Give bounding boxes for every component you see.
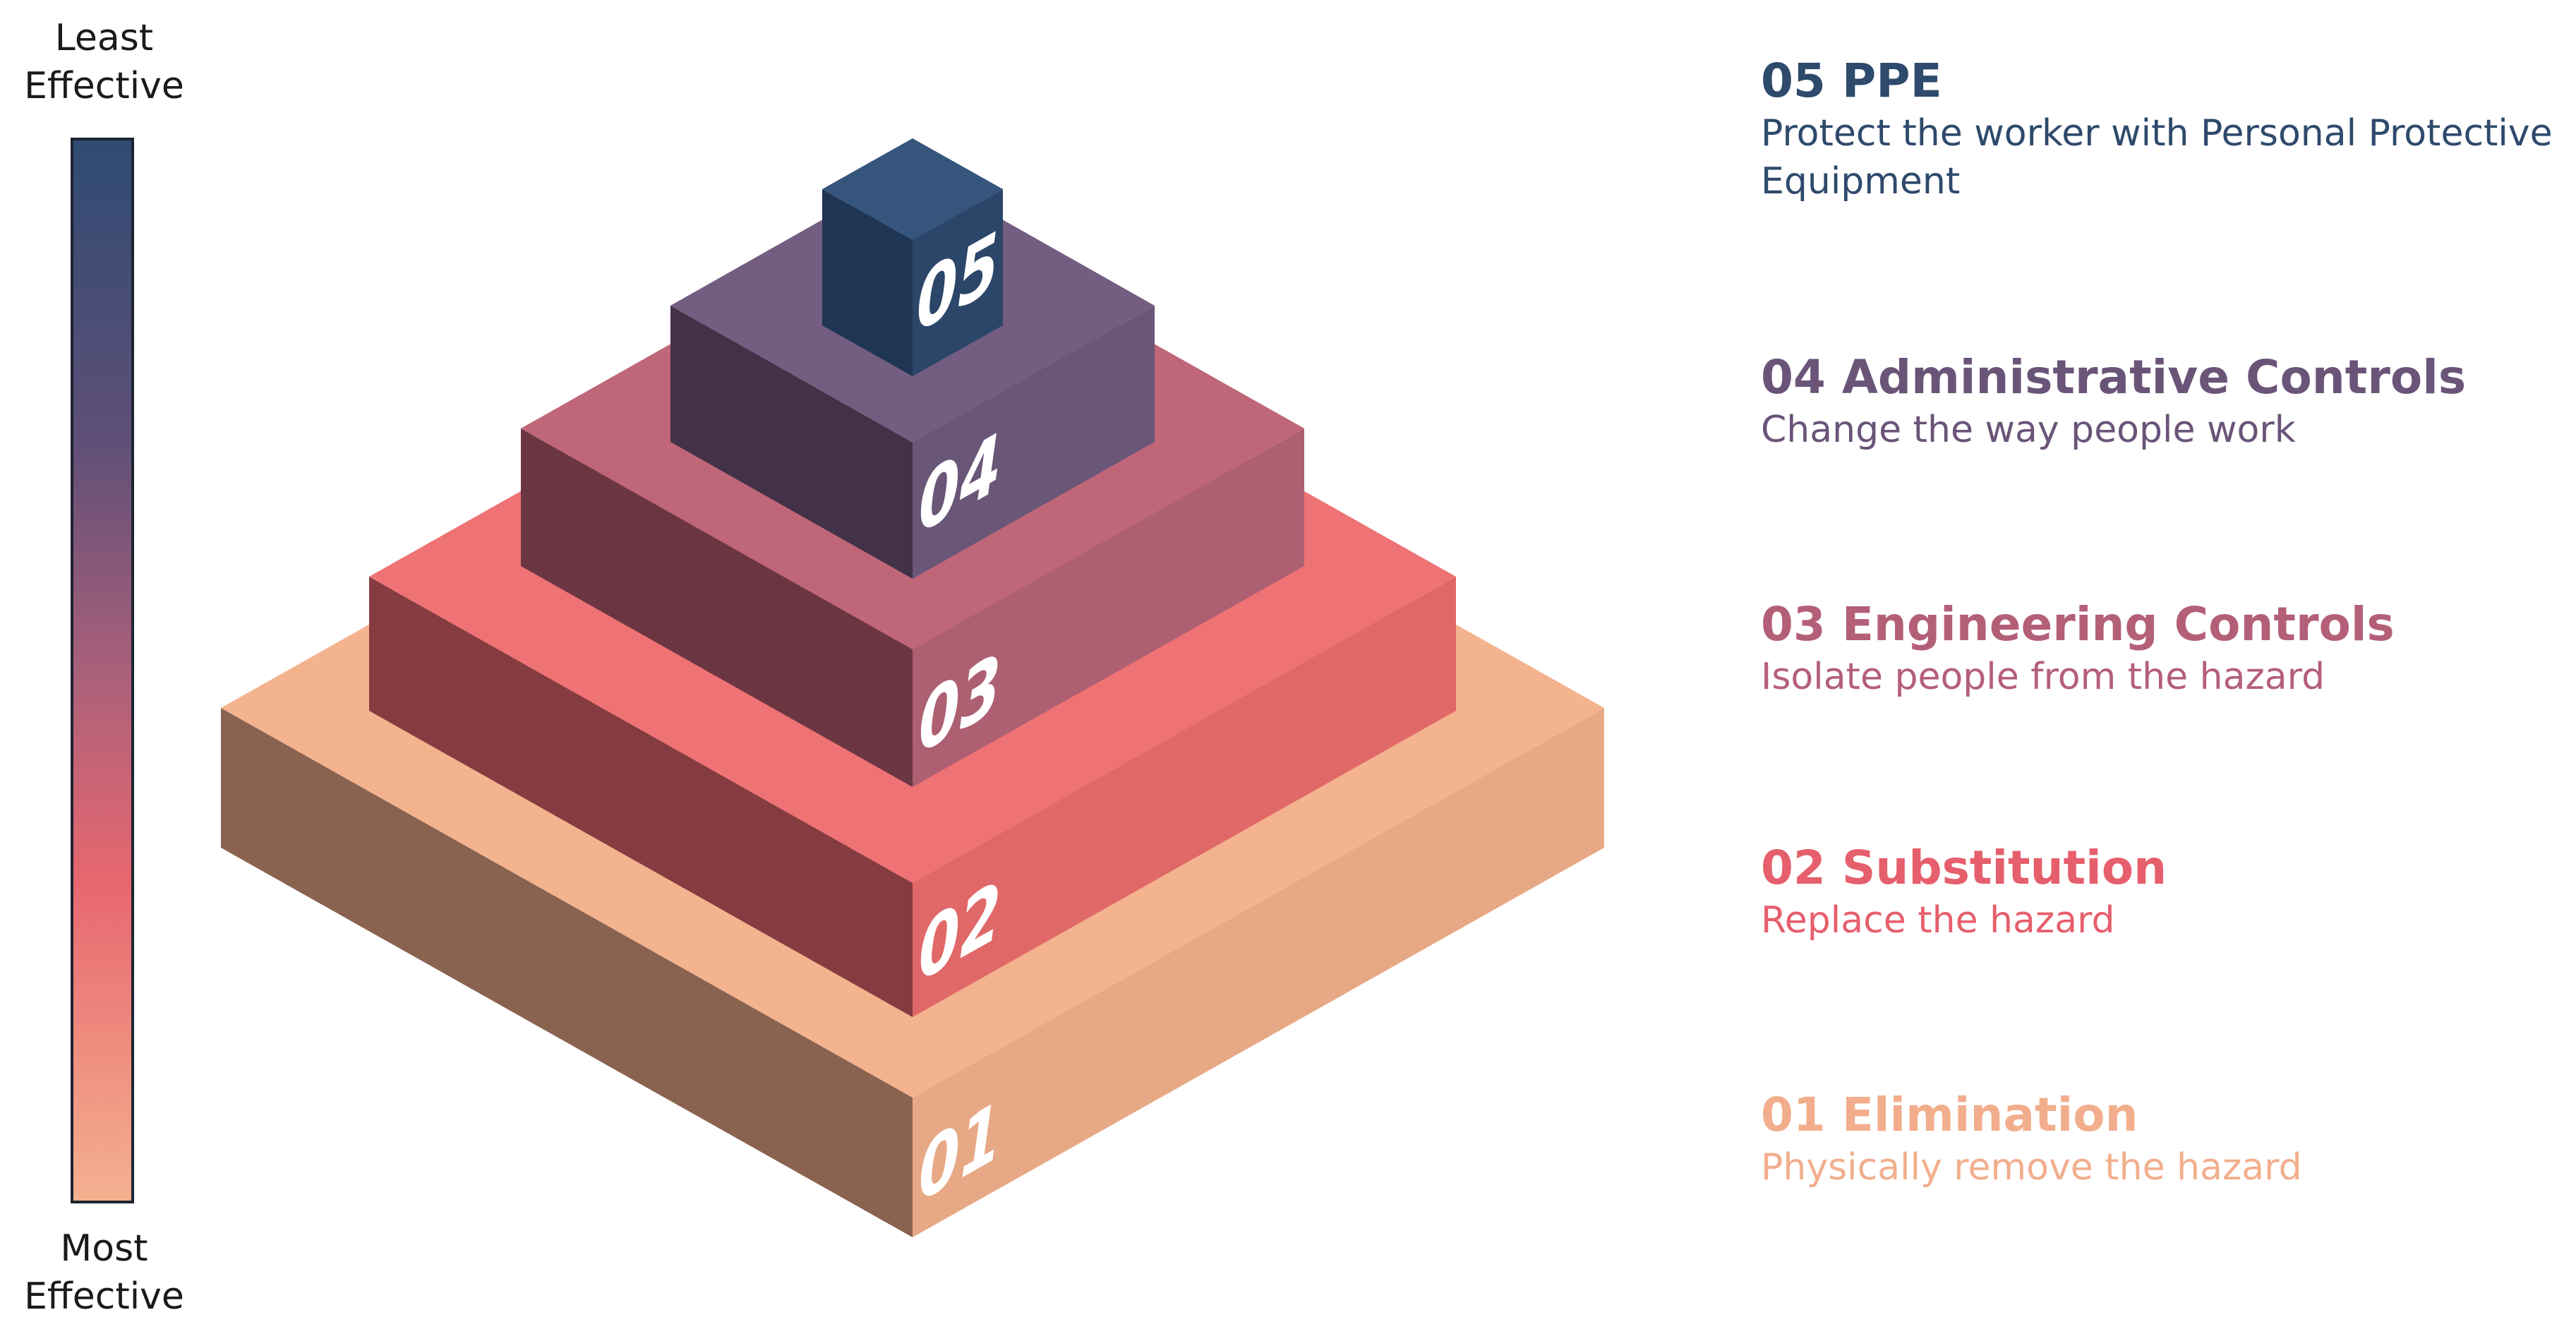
legend-desc-elimination: Physically remove the hazard xyxy=(1761,1146,2302,1189)
most-effective-line1: Most xyxy=(60,1227,148,1270)
most-effective-label: Most Effective xyxy=(0,1225,208,1321)
layer-01-left-face xyxy=(221,708,913,1237)
legend-item-substitution: 02 Substitution Replace the hazard xyxy=(1761,840,2572,944)
legend-item-elimination: 01 Elimination Physically remove the haz… xyxy=(1761,1087,2572,1191)
layer-02-right-face xyxy=(913,577,1456,1017)
layer-01-right-face xyxy=(913,708,1604,1237)
hierarchy-pyramid: 01 02 03 04 05 xyxy=(221,138,1604,1237)
layer-04-left-face xyxy=(670,306,913,579)
legend-title-engineering-controls: 03 Engineering Controls xyxy=(1761,597,2395,651)
layer-02-left-face xyxy=(369,577,913,1017)
legend-desc-substitution: Replace the hazard xyxy=(1761,899,2115,942)
effectiveness-gradient-bar xyxy=(71,138,134,1203)
legend-desc-ppe: Protect the worker with Personal Protect… xyxy=(1761,112,2553,203)
least-effective-label: Least Effective xyxy=(0,14,208,110)
legend-desc-administrative-controls: Change the way people work xyxy=(1761,409,2296,451)
legend-title-administrative-controls: 04 Administrative Controls xyxy=(1761,350,2467,404)
legend-desc-engineering-controls: Isolate people from the hazard xyxy=(1761,656,2325,698)
least-effective-line2: Effective xyxy=(24,65,184,107)
layer-03-right-face xyxy=(913,428,1304,787)
most-effective-line2: Effective xyxy=(24,1275,184,1318)
layer-03-left-face xyxy=(521,428,913,787)
legend-title-substitution: 02 Substitution xyxy=(1761,841,2167,895)
layer-05-right-face xyxy=(913,189,1003,376)
legend-item-administrative-controls: 04 Administrative Controls Change the wa… xyxy=(1761,349,2572,454)
least-effective-line1: Least xyxy=(54,17,154,59)
legend-title-ppe: 05 PPE xyxy=(1761,54,1942,108)
legend-item-ppe: 05 PPE Protect the worker with Personal … xyxy=(1761,53,2572,205)
layer-04-right-face xyxy=(913,306,1155,579)
legend-title-elimination: 01 Elimination xyxy=(1761,1088,2138,1142)
layer-05-top-face xyxy=(822,138,1003,240)
layer-05-left-face xyxy=(822,189,913,376)
pyramid-layer-05: 05 xyxy=(822,138,1003,376)
legend-item-engineering-controls: 03 Engineering Controls Isolate people f… xyxy=(1761,596,2572,701)
